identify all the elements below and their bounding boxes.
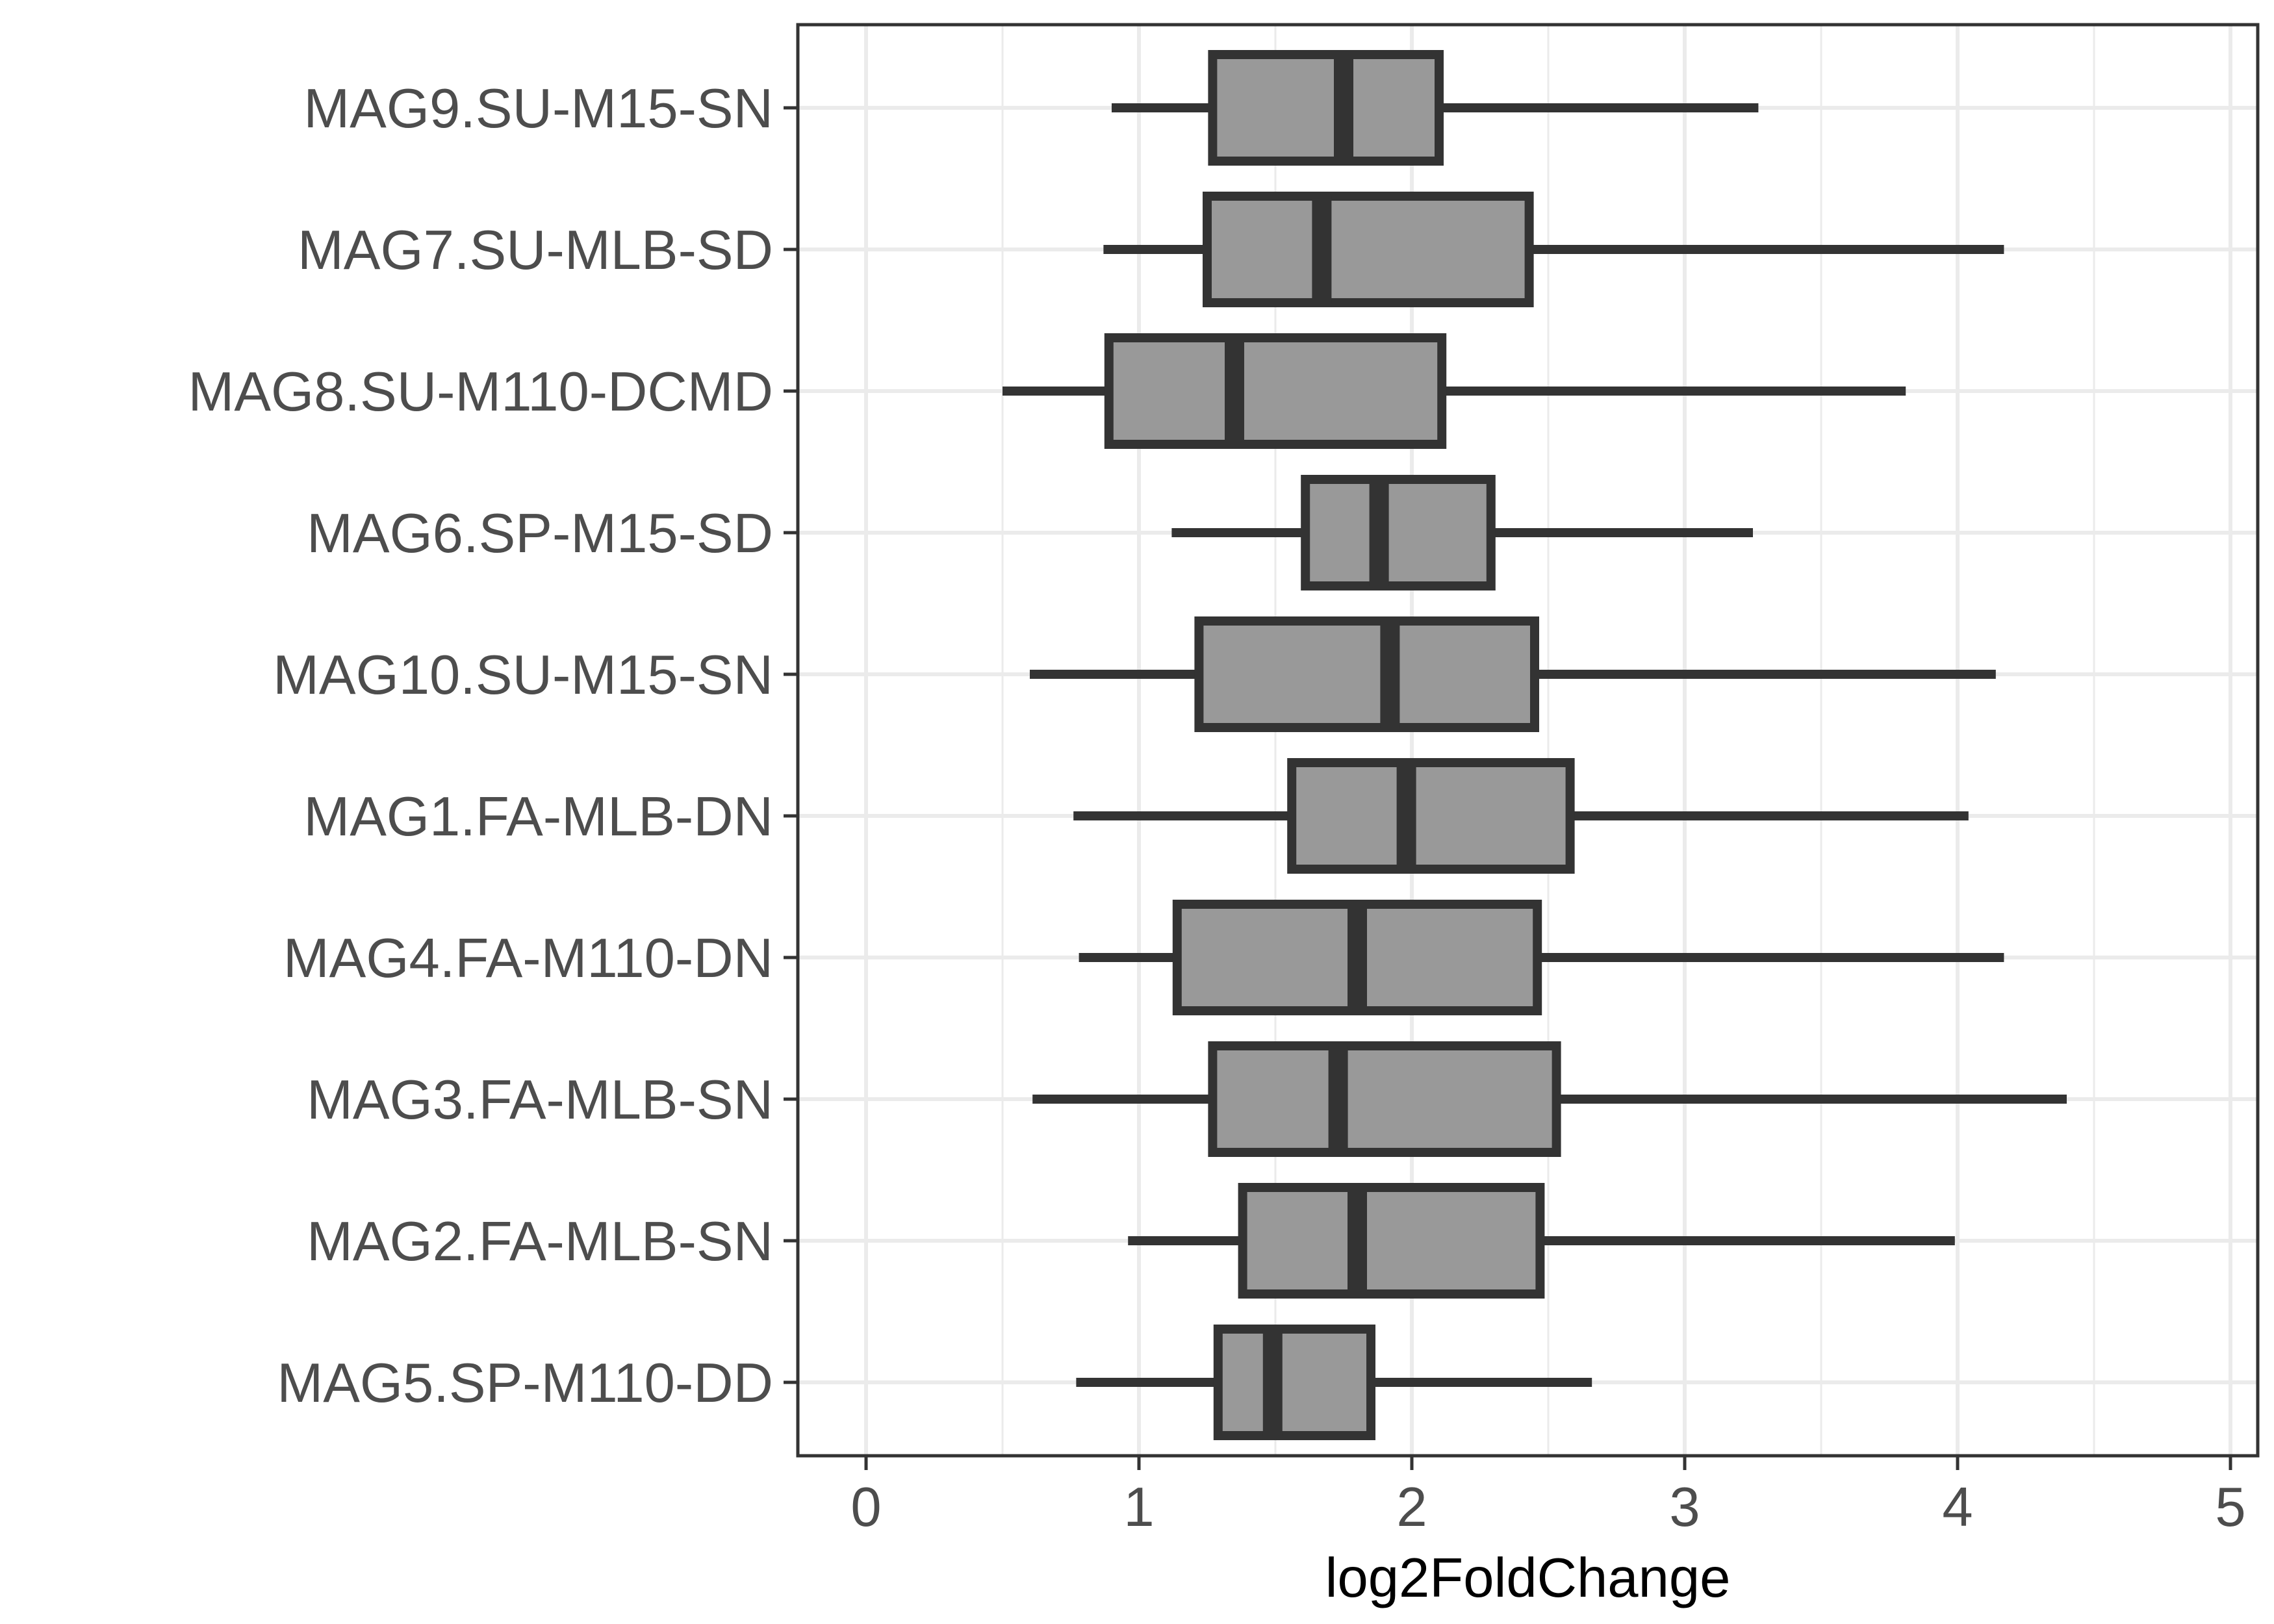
box-MAG10.SU-M15-SN xyxy=(1030,616,1996,732)
box-MAG8.SU-M110-DCMD xyxy=(1003,333,1906,449)
box-iqr xyxy=(1208,1041,1561,1157)
x-tick-label: 0 xyxy=(850,1477,881,1538)
y-tick-label: MAG7.SU-MLB-SD xyxy=(298,220,773,281)
x-tick-label: 3 xyxy=(1669,1477,1700,1538)
x-tick-label: 5 xyxy=(2215,1477,2245,1538)
panel-border xyxy=(796,23,2260,1458)
box-iqr xyxy=(1238,1183,1545,1299)
y-tick-label: MAG1.FA-MLB-DN xyxy=(303,786,773,848)
y-tick-label: MAG6.SP-M15-SD xyxy=(307,503,773,565)
y-tick-label: MAG2.FA-MLB-SN xyxy=(307,1211,773,1273)
y-tick-label: MAG4.FA-M110-DN xyxy=(283,928,773,989)
box-iqr xyxy=(1208,50,1444,166)
y-tick-label: MAG9.SU-M15-SN xyxy=(303,78,773,140)
box-MAG3.FA-MLB-SN xyxy=(1032,1041,2067,1157)
x-tick-label: 2 xyxy=(1396,1477,1427,1538)
box-iqr xyxy=(1203,192,1534,307)
box-MAG1.FA-MLB-DN xyxy=(1073,758,1969,874)
box-MAG7.SU-MLB-SD xyxy=(1103,192,2004,307)
box-series xyxy=(1003,50,2067,1440)
box-MAG2.FA-MLB-SN xyxy=(1128,1183,1955,1299)
box-iqr xyxy=(1194,616,1539,732)
box-MAG5.SP-M110-DD xyxy=(1076,1325,1592,1440)
x-axis-ticks: 0 1 2 3 4 5 xyxy=(850,1456,2246,1538)
y-tick-label: MAG5.SP-M110-DD xyxy=(277,1352,773,1414)
x-tick-label: 4 xyxy=(1942,1477,1973,1538)
x-tick-label: 1 xyxy=(1123,1477,1154,1538)
box-MAG4.FA-M110-DN xyxy=(1079,900,2004,1015)
box-iqr xyxy=(1301,475,1496,590)
y-tick-label: MAG8.SU-M110-DCMD xyxy=(188,361,773,423)
y-tick-label: MAG3.FA-MLB-SN xyxy=(307,1069,773,1131)
box-iqr xyxy=(1287,758,1575,874)
box-MAG6.SP-M15-SD xyxy=(1171,475,1753,590)
box-iqr xyxy=(1213,1325,1376,1440)
box-iqr xyxy=(1104,333,1447,449)
y-axis-ticks: MAG9.SU-M15-SN MAG7.SU-MLB-SD MAG8.SU-M110… xyxy=(188,78,798,1414)
y-tick-label: MAG10.SU-M15-SN xyxy=(273,644,773,706)
x-axis-title: log2FoldChange xyxy=(1325,1547,1731,1609)
box-MAG9.SU-M15-SN xyxy=(1112,50,1759,166)
